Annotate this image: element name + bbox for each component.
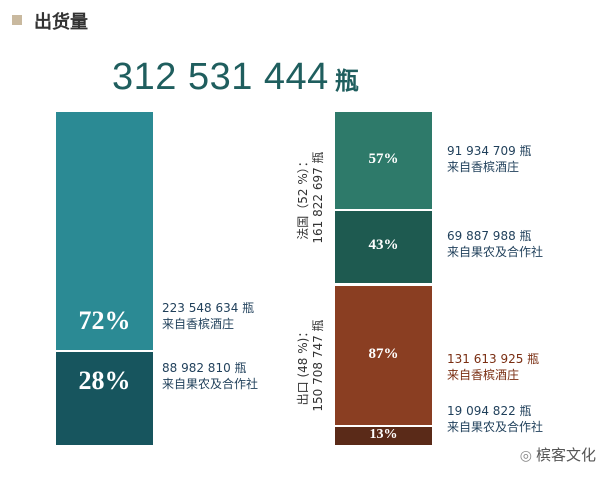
group-label-export: 出口 (48 %)： 150 708 747 瓶 [296,286,326,445]
left-label-growers: 88 982 810 瓶 来自果农及合作社 [162,360,258,392]
right-label-export-growers: 19 094 822 瓶 来自果农及合作社 [447,403,543,435]
left-label-houses-desc: 来自香槟酒庄 [162,317,235,331]
left-bar-segment-champagne-houses: 72% [56,112,153,350]
right-percent-france-houses: 57% [368,150,399,167]
left-label-houses-value: 223 548 634 瓶 [162,301,255,315]
bullet-icon [12,15,22,25]
chat-bubble-icon: ◎ [519,448,532,464]
right-label-france-growers-value: 69 887 988 瓶 [447,229,532,243]
right-label-france-houses-value: 91 934 709 瓶 [447,143,532,158]
group-label-export-name: 出口 (48 %)： [296,325,310,406]
right-label-export-houses: 131 613 925 瓶 来自香槟酒庄 [447,351,539,383]
left-percent-growers: 28% [78,366,131,395]
left-label-growers-value: 88 982 810 瓶 [162,361,247,375]
right-label-france-growers-desc: 来自果农及合作社 [447,245,544,259]
left-label-houses: 223 548 634 瓶 来自香槟酒庄 [162,300,254,332]
group-label-france-total: 161 822 697 瓶 [311,151,325,244]
left-label-growers-desc: 来自果农及合作社 [162,377,259,391]
group-label-france-name: 法国（52 %）： [296,155,310,240]
page-title: 出货量 [34,12,88,33]
group-label-export-total: 150 708 747 瓶 [311,319,325,412]
left-percent-houses: 72% [78,306,131,335]
right-bar-segment-france-growers: 43% [335,211,432,283]
right-bar-segment-export-growers: 13% [335,427,432,445]
right-label-export-houses-value: 131 613 925 瓶 [447,352,540,366]
watermark: ◎ 槟客文化 [520,444,596,465]
right-bar-segment-export-houses: 87% [335,286,432,425]
right-label-export-houses-desc: 来自香槟酒庄 [447,368,520,382]
left-bar-segment-growers: 28% [56,352,153,445]
right-label-export-growers-desc: 来自果农及合作社 [447,420,544,434]
group-label-france: 法国（52 %）： 161 822 697 瓶 [296,112,326,283]
right-label-france-houses-desc: 来自香槟酒庄 [447,159,520,174]
right-label-france-houses: 91 934 709 瓶 来自香槟酒庄 [447,143,532,175]
right-label-export-growers-value: 19 094 822 瓶 [447,404,532,418]
watermark-text: 槟客文化 [535,446,596,464]
total-unit: 瓶 [334,68,359,95]
right-label-france-growers: 69 887 988 瓶 来自果农及合作社 [447,228,543,260]
right-percent-export-growers: 13% [369,427,398,442]
total-value: 312 531 444 [112,56,329,98]
right-percent-france-growers: 43% [368,237,399,253]
total-shipment: 312 531 444 瓶 [112,56,359,99]
right-percent-export-houses: 87% [368,345,399,362]
right-bar-segment-france-houses: 57% [335,112,432,209]
